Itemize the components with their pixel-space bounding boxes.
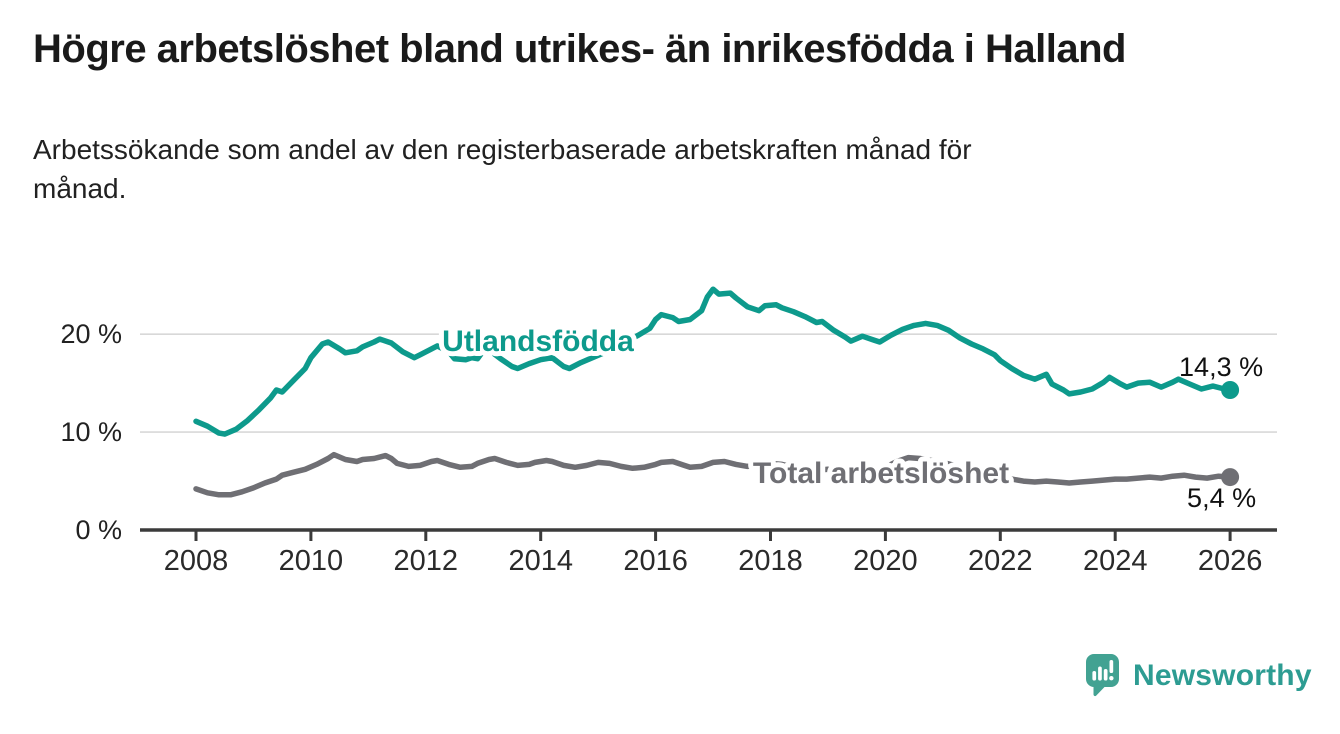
x-tick-label: 2018	[738, 545, 803, 577]
x-tick-label: 2008	[164, 545, 229, 577]
newsworthy-logo: Newsworthy	[1086, 654, 1312, 698]
y-tick-label: 10 %	[60, 417, 122, 447]
x-tick-label: 2016	[623, 545, 688, 577]
series-end-value-0: 14,3 %	[1179, 352, 1263, 382]
x-tick-label: 2014	[508, 545, 573, 577]
series-name-label-1: Total arbetslöshet	[753, 457, 1009, 490]
x-tick-label: 2010	[279, 545, 344, 577]
x-tick-label: 2012	[394, 545, 459, 577]
y-tick-label: 20 %	[60, 319, 122, 349]
series-end-dot-1	[1221, 468, 1240, 487]
series-line-1	[193, 451, 1233, 498]
x-tick-label: 2022	[968, 545, 1033, 577]
series-end-dot-0	[1221, 381, 1240, 399]
page-title: Högre arbetslöshet bland utrikes- än inr…	[33, 27, 1126, 71]
newsworthy-logo-text: Newsworthy	[1133, 659, 1312, 692]
series-line-0	[193, 286, 1233, 437]
y-tick-label: 0 %	[75, 515, 122, 545]
page-subtitle: Arbetssökande som andel av den registerb…	[33, 134, 972, 204]
x-tick-label: 2020	[853, 545, 918, 577]
newsworthy-chart-bubble-icon	[1086, 654, 1119, 697]
series-name-label-0: Utlandsfödda	[442, 325, 634, 358]
line-chart: 0 % 10 % 20 % 2008 2010 2012 2014 2016 2018 2020 2…	[60, 286, 1277, 577]
x-tick-label: 2024	[1083, 545, 1148, 577]
x-tick-label: 2026	[1198, 545, 1263, 577]
series-end-value-1: 5,4 %	[1187, 483, 1256, 513]
